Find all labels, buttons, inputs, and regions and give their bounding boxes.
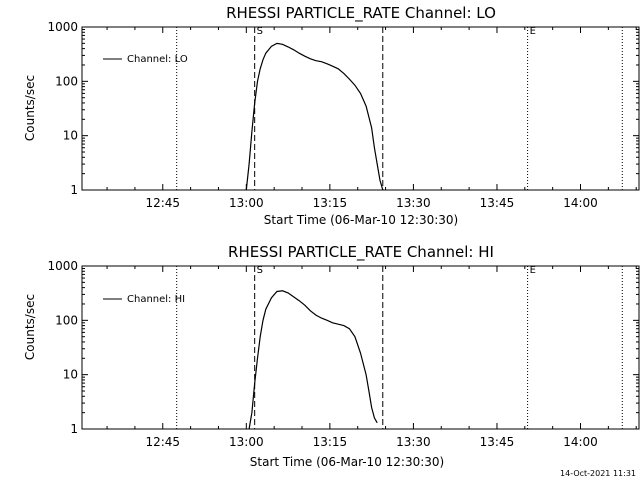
y-tick-label: 10	[63, 129, 78, 143]
y-axis-label: Counts/sec	[23, 294, 37, 360]
y-tick-label: 10	[63, 368, 78, 382]
marker-label: S	[257, 26, 263, 37]
legend-label: Channel: LO	[127, 54, 188, 65]
legend: Channel: LO	[103, 54, 188, 65]
x-tick-label: 13:30	[396, 435, 431, 449]
x-tick-label: 13:15	[313, 435, 348, 449]
panel-lo: RHESSI PARTICLE_RATE Channel: LO 1101001…	[23, 4, 640, 227]
x-axis: 12:45 13:00 13:15 13:30 13:45 14:00	[106, 27, 637, 210]
y-tick-label: 1	[70, 183, 78, 197]
series-layer	[245, 42, 384, 191]
y-tick-label: 100	[55, 74, 78, 88]
x-axis-label: Start Time (06-Mar-10 12:30:30)	[250, 455, 444, 469]
plot-frame	[81, 265, 640, 430]
chart-title: RHESSI PARTICLE_RATE Channel: LO	[226, 4, 496, 23]
y-tick-label: 100	[55, 313, 78, 327]
x-axis-label: Start Time (06-Mar-10 12:30:30)	[264, 213, 458, 227]
x-tick-label: 13:15	[313, 196, 348, 210]
series-layer	[248, 290, 378, 430]
x-tick-label: 13:45	[480, 435, 515, 449]
x-tick-label: 14:00	[563, 196, 598, 210]
chart-title: RHESSI PARTICLE_RATE Channel: HI	[228, 243, 494, 262]
series-line	[248, 290, 378, 430]
y-tick-label: 1000	[47, 259, 78, 273]
marker-label: E	[530, 26, 536, 37]
y-tick-label: 1	[70, 422, 78, 436]
x-tick-label: 13:45	[480, 196, 515, 210]
x-tick-label: 14:00	[563, 435, 598, 449]
y-axis-label: Counts/sec	[23, 75, 37, 141]
legend-label: Channel: HI	[127, 294, 185, 305]
y-axis: 1 10 100 1000	[47, 259, 639, 436]
x-tick-label: 13:30	[396, 196, 431, 210]
x-tick-label: 12:45	[145, 435, 180, 449]
plot-frame	[81, 26, 640, 191]
footer-timestamp: 14-Oct-2021 11:31	[560, 469, 636, 478]
x-tick-label: 12:45	[145, 196, 180, 210]
marker-label: E	[530, 265, 536, 276]
series-line	[245, 42, 384, 191]
x-axis: 12:45 13:00 13:15 13:30 13:45 14:00	[106, 266, 637, 449]
x-tick-label: 13:00	[229, 196, 264, 210]
x-tick-label: 13:00	[229, 435, 264, 449]
marker-label: S	[257, 265, 263, 276]
legend: Channel: HI	[103, 294, 185, 305]
y-axis: 1 10 100 1000	[47, 20, 639, 197]
y-tick-label: 1000	[47, 20, 78, 34]
panel-hi: RHESSI PARTICLE_RATE Channel: HI 1101001…	[23, 243, 640, 469]
